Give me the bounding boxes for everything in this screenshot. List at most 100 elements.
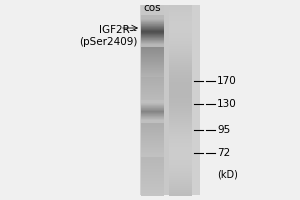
Bar	[141, 133, 164, 134]
Bar	[141, 26, 164, 27]
Bar	[169, 35, 192, 36]
Bar	[169, 144, 192, 145]
Bar	[169, 39, 192, 40]
Bar	[141, 168, 164, 169]
Bar	[169, 74, 192, 75]
Bar	[169, 37, 192, 38]
Bar	[141, 45, 164, 46]
Bar	[169, 44, 192, 45]
Bar	[141, 176, 164, 177]
Bar	[169, 19, 192, 20]
Bar	[169, 118, 192, 119]
Bar	[169, 178, 192, 179]
Bar	[141, 155, 164, 156]
Bar	[169, 95, 192, 96]
Bar	[141, 20, 164, 21]
Bar	[141, 174, 164, 175]
Bar	[169, 119, 192, 120]
Bar	[169, 101, 192, 102]
Bar	[169, 156, 192, 157]
Bar	[169, 175, 192, 176]
Bar	[141, 138, 164, 139]
Bar	[141, 33, 164, 34]
Bar	[141, 162, 164, 163]
Bar	[169, 139, 192, 140]
Bar	[169, 136, 192, 137]
Bar	[169, 175, 192, 176]
Bar	[169, 54, 192, 55]
Bar	[141, 73, 164, 74]
Bar	[141, 183, 164, 184]
Bar	[141, 107, 164, 108]
Bar	[141, 163, 164, 164]
Bar	[169, 88, 192, 89]
Bar	[169, 38, 192, 39]
Bar	[141, 189, 164, 190]
Bar	[169, 61, 192, 62]
Bar	[141, 40, 164, 41]
Bar	[169, 21, 192, 22]
Bar	[141, 190, 164, 191]
Bar	[141, 98, 164, 99]
Bar	[169, 39, 192, 40]
Bar	[169, 137, 192, 138]
Bar	[141, 155, 164, 156]
Bar	[141, 141, 164, 142]
Bar	[141, 179, 164, 180]
Bar	[169, 136, 192, 137]
Bar	[169, 164, 192, 165]
Bar	[169, 21, 192, 22]
Bar	[141, 78, 164, 79]
Bar	[169, 169, 192, 170]
Bar	[141, 156, 164, 157]
Text: (pSer2409): (pSer2409)	[79, 37, 137, 47]
Bar	[169, 32, 192, 33]
Bar	[141, 144, 164, 145]
Bar	[169, 134, 192, 135]
Bar	[169, 140, 192, 141]
Bar	[141, 122, 164, 123]
Bar	[141, 104, 164, 105]
Bar	[141, 146, 164, 147]
Bar	[141, 157, 164, 158]
Bar	[141, 158, 164, 159]
Bar	[141, 40, 164, 41]
Bar	[169, 132, 192, 133]
Bar	[141, 83, 164, 84]
Bar	[169, 15, 192, 16]
Bar	[169, 162, 192, 163]
Bar	[169, 84, 192, 85]
Bar	[169, 52, 192, 53]
Bar	[141, 106, 164, 107]
Bar	[141, 72, 164, 73]
Bar	[141, 74, 164, 75]
Bar	[141, 119, 164, 120]
Bar	[141, 31, 164, 32]
Bar	[169, 57, 192, 58]
Bar	[169, 167, 192, 168]
Bar	[141, 167, 164, 168]
Bar	[141, 151, 164, 152]
Bar	[169, 95, 192, 96]
Bar	[141, 135, 164, 136]
Bar	[169, 157, 192, 158]
Bar	[141, 118, 164, 119]
Bar	[169, 10, 192, 11]
Bar	[169, 95, 192, 96]
Bar	[169, 76, 192, 77]
Bar	[141, 96, 164, 97]
Bar	[169, 109, 192, 110]
Bar	[141, 137, 164, 138]
Bar	[169, 187, 192, 188]
Bar	[169, 19, 192, 20]
Bar	[169, 81, 192, 82]
Bar	[169, 40, 192, 41]
Bar	[141, 141, 164, 142]
Bar	[141, 110, 164, 111]
Bar	[169, 90, 192, 91]
Bar	[141, 91, 164, 92]
Bar	[141, 96, 164, 97]
Bar	[169, 9, 192, 10]
Bar	[141, 77, 164, 78]
Bar	[169, 27, 192, 28]
